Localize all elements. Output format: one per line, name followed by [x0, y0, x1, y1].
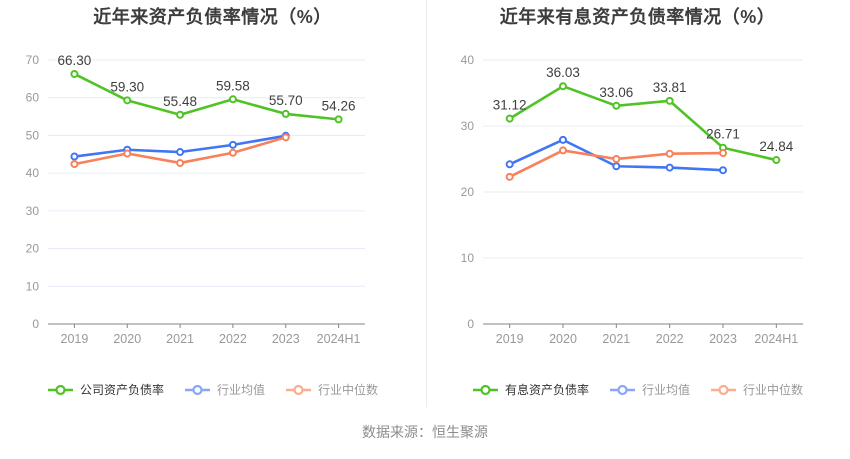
legend-label: 公司资产负债率 [79, 383, 164, 397]
data-point-marker [505, 160, 514, 169]
data-point-label: 66.30 [58, 53, 92, 68]
data-point-label: 24.84 [759, 139, 793, 154]
chart-panel-asset-liability: 近年来资产负债率情况（%） 0 10 20 30 40 50 60 70 2019 2020 202… [0, 7, 425, 396]
data-point-marker [665, 163, 674, 172]
x-axis-tick-label: 2022 [219, 332, 247, 346]
chart-title: 近年来资产负债率情况（%） [93, 7, 332, 27]
data-point-marker [70, 69, 79, 78]
data-point-marker [228, 148, 237, 157]
y-axis-tick-label: 70 [26, 53, 40, 67]
data-point-marker [505, 172, 514, 181]
data-point-marker [772, 156, 781, 165]
legend-line-marker-icon [47, 384, 73, 396]
data-point-label: 31.12 [493, 98, 527, 113]
data-point-label: 59.30 [110, 79, 144, 94]
legend-label: 行业均值 [641, 383, 690, 397]
data-point-marker [334, 115, 343, 124]
data-point-marker [719, 166, 727, 175]
x-axis-tick-label: 2022 [656, 332, 684, 346]
data-point-marker [505, 114, 514, 123]
y-axis-tick-label: 40 [461, 53, 475, 67]
data-point-marker [281, 133, 290, 142]
data-point-label: 36.03 [546, 65, 580, 80]
y-axis-tick-label: 30 [26, 204, 40, 218]
panel-divider [426, 0, 427, 407]
data-point-marker [612, 155, 621, 163]
legend: 有息资产负债率 行业均值 行业中位数 [425, 384, 850, 396]
x-axis-tick-label: 2021 [166, 332, 194, 346]
data-point-marker [123, 149, 132, 158]
legend-line-marker-icon [286, 384, 311, 396]
data-source-note: 数据来源：恒生聚源 [362, 424, 488, 440]
data-point-marker [559, 135, 567, 144]
y-axis-tick-label: 0 [32, 317, 39, 331]
series-line [508, 84, 778, 162]
line-chart: 0 10 20 30 40 50 60 70 2019 2020 2021 2022 2023 2024H… [26, 53, 365, 346]
x-axis-tick-label: 2021 [602, 332, 630, 346]
y-axis-tick-label: 10 [461, 251, 475, 265]
legend: 公司资产负债率 行业均值 行业中位数 [0, 384, 425, 396]
data-point-marker [281, 109, 290, 118]
x-axis-tick-label: 2023 [709, 332, 737, 346]
series-line [73, 72, 340, 121]
data-point-label: 33.81 [653, 80, 687, 95]
data-point-marker [612, 162, 621, 171]
data-point-marker [559, 82, 567, 91]
legend-label: 有息资产负债率 [504, 383, 589, 397]
x-axis-tick-label: 2020 [549, 332, 577, 346]
data-point-label: 33.06 [599, 85, 633, 100]
data-point-marker [665, 149, 674, 158]
y-axis-tick-label: 50 [26, 128, 40, 142]
y-axis-tick-label: 40 [26, 166, 40, 180]
legend-label: 行业中位数 [743, 383, 804, 397]
x-axis-tick-label: 2020 [113, 332, 141, 346]
data-point-label: 55.48 [163, 94, 197, 109]
legend-item[interactable]: 行业中位数 [710, 384, 803, 396]
y-axis-tick-label: 20 [461, 185, 475, 199]
data-point-marker [612, 101, 621, 110]
legend-item[interactable]: 有息资产负债率 [472, 384, 589, 396]
data-point-marker [228, 140, 237, 149]
y-axis-tick-label: 60 [26, 91, 40, 105]
data-point-label: 54.26 [322, 98, 356, 113]
data-point-marker [665, 96, 674, 105]
x-axis-tick-label: 2019 [61, 332, 89, 346]
legend-item[interactable]: 行业均值 [609, 384, 690, 396]
chart-panel-interest-bearing-liability: 近年来有息资产负债率情况（%） 0 10 20 30 40 2019 2020 2021 202… [425, 0, 850, 459]
data-point-marker [228, 95, 237, 104]
data-point-label: 59.58 [216, 78, 250, 93]
data-point-label: 26.71 [706, 127, 740, 142]
y-axis-tick-label: 30 [461, 119, 475, 133]
data-point-marker [719, 149, 727, 158]
legend-label: 行业均值 [216, 383, 265, 397]
y-axis-tick-label: 20 [26, 242, 40, 256]
data-point-label: 55.70 [269, 93, 303, 108]
line-chart: 0 10 20 30 40 2019 2020 2021 2022 2023 2024H1 31.12… [461, 53, 803, 346]
legend-item[interactable]: 行业均值 [184, 384, 265, 396]
legend-line-marker-icon [711, 384, 736, 396]
data-point-marker [176, 148, 185, 157]
legend-line-marker-icon [472, 384, 498, 396]
data-point-marker [559, 146, 567, 155]
chart-title: 近年来有息资产负债率情况（%） [499, 7, 776, 27]
legend-item[interactable]: 行业中位数 [285, 384, 378, 396]
legend-line-marker-icon [609, 384, 635, 396]
x-axis-tick-label: 2024H1 [317, 332, 361, 346]
data-point-marker [176, 158, 185, 167]
data-point-marker [176, 110, 185, 119]
data-point-marker [70, 152, 79, 161]
data-point-marker [70, 160, 79, 169]
data-point-marker [123, 96, 132, 105]
x-axis-tick-label: 2019 [496, 332, 524, 346]
legend-item[interactable]: 公司资产负债率 [47, 384, 164, 396]
y-axis-tick-label: 0 [467, 317, 474, 331]
legend-label: 行业中位数 [318, 383, 379, 397]
x-axis-tick-label: 2024H1 [754, 332, 798, 346]
y-axis-tick-label: 10 [26, 279, 40, 293]
legend-line-marker-icon [184, 384, 210, 396]
x-axis-tick-label: 2023 [272, 332, 300, 346]
